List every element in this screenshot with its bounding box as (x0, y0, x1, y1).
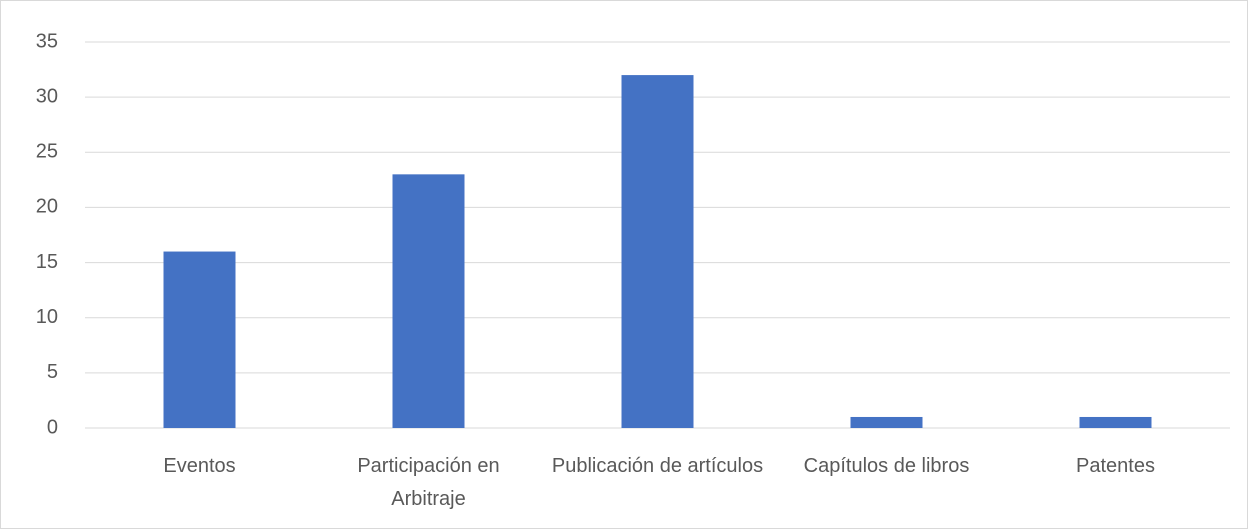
y-tick-label: 0 (47, 416, 58, 438)
bar (392, 174, 465, 428)
bar (850, 416, 923, 428)
bar (621, 75, 694, 428)
x-tick-label: Eventos (163, 455, 235, 477)
y-tick-label: 25 (36, 141, 58, 163)
x-tick-label: Capítulos de libros (804, 455, 970, 477)
y-tick-label: 5 (47, 361, 58, 383)
x-tick-label: Patentes (1076, 455, 1155, 477)
y-tick-label: 20 (36, 196, 58, 218)
y-tick-label: 30 (36, 85, 58, 107)
bar (163, 251, 236, 428)
y-tick-label: 15 (36, 251, 58, 273)
y-tick-label: 35 (36, 30, 58, 52)
bar (1079, 416, 1152, 428)
y-tick-label: 10 (36, 306, 58, 328)
x-tick-label: Participación en Arbitraje (357, 455, 499, 510)
x-tick-label: Publicación de artículos (552, 455, 763, 477)
